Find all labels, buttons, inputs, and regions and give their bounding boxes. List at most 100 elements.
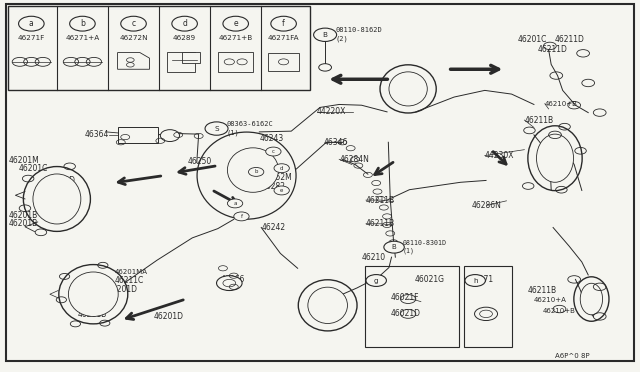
Text: 46284N: 46284N [339,155,369,164]
Text: 46211D: 46211D [537,45,567,54]
Text: 46201D: 46201D [108,285,138,294]
Text: 44220X: 44220X [317,108,346,116]
Circle shape [465,275,485,286]
Ellipse shape [197,132,296,219]
Text: 46252M: 46252M [261,173,292,182]
Ellipse shape [161,130,179,141]
Text: b: b [254,169,258,174]
Text: 46211C: 46211C [115,276,143,285]
Text: 46201D: 46201D [154,312,184,321]
Text: A6P^0 8P: A6P^0 8P [555,353,589,359]
Text: a: a [29,19,34,28]
Text: 46210+B: 46210+B [542,308,575,314]
Text: 46271+B: 46271+B [219,35,253,41]
Text: 46242: 46242 [261,223,285,232]
Ellipse shape [308,287,348,324]
Text: 46210+B: 46210+B [545,101,578,107]
Text: 46211B: 46211B [366,219,395,228]
Text: 46201B: 46201B [8,219,38,228]
Circle shape [366,275,387,286]
Text: e: e [280,188,284,193]
Circle shape [172,16,197,31]
Text: d: d [182,19,187,28]
Text: 46201D: 46201D [45,176,76,185]
Text: (1): (1) [403,248,415,254]
Text: 46364: 46364 [85,130,109,140]
FancyBboxPatch shape [8,6,310,90]
Text: f: f [282,19,285,28]
FancyBboxPatch shape [464,266,511,347]
Text: 46366: 46366 [221,275,245,284]
FancyBboxPatch shape [168,52,195,72]
Circle shape [19,16,44,31]
Text: 46243: 46243 [259,134,284,143]
Ellipse shape [536,134,573,182]
Text: 46250: 46250 [187,157,211,166]
Text: g: g [374,278,378,283]
Text: 46271+A: 46271+A [65,35,100,41]
Text: 46021D: 46021D [390,310,420,318]
Text: h: h [473,278,477,283]
Ellipse shape [33,174,81,224]
Text: 46271: 46271 [470,275,494,284]
Text: 46211B: 46211B [527,286,557,295]
Text: a: a [234,201,237,206]
Text: 46201MA: 46201MA [115,269,147,275]
Circle shape [223,16,248,31]
Circle shape [248,167,264,176]
Text: 08110-8301D: 08110-8301D [403,240,447,246]
Text: 44230X: 44230X [484,151,515,160]
Text: 46211D: 46211D [555,35,585,44]
Text: e: e [234,19,238,28]
Text: f: f [241,214,243,219]
Circle shape [384,241,404,253]
Text: 46021G: 46021G [415,275,445,284]
FancyBboxPatch shape [218,52,253,72]
Text: 46201C: 46201C [518,35,547,44]
FancyBboxPatch shape [118,128,159,143]
Circle shape [121,16,147,31]
FancyBboxPatch shape [6,4,634,361]
Text: 46201D: 46201D [45,184,76,193]
Text: 46210: 46210 [362,253,386,262]
FancyBboxPatch shape [365,266,460,347]
FancyBboxPatch shape [268,53,299,71]
Ellipse shape [24,167,90,231]
Circle shape [266,147,281,156]
Text: 46211B: 46211B [366,196,395,205]
Text: B: B [392,244,396,250]
Ellipse shape [580,283,603,315]
Text: 08363-6162C: 08363-6162C [227,121,273,127]
FancyBboxPatch shape [182,52,200,62]
Ellipse shape [389,72,428,106]
Text: 46201B: 46201B [8,211,38,220]
Circle shape [274,164,289,173]
Text: 46289: 46289 [173,35,196,41]
Text: 46210+A: 46210+A [534,297,567,303]
Ellipse shape [59,264,128,324]
Ellipse shape [528,126,582,190]
Text: 46201M: 46201M [8,155,39,164]
Circle shape [234,212,249,221]
Circle shape [314,28,337,41]
Circle shape [227,199,243,208]
Text: 46201B: 46201B [77,311,107,320]
Text: 46282: 46282 [261,182,285,191]
Circle shape [205,122,228,135]
Ellipse shape [227,148,278,192]
Text: (1): (1) [227,129,239,135]
Text: 46211B: 46211B [524,116,554,125]
Text: 46201B: 46201B [77,302,107,311]
Text: B: B [323,32,328,38]
Text: 08110-8162D: 08110-8162D [335,28,382,33]
Text: 46021F: 46021F [390,294,419,302]
Text: 46201C: 46201C [19,164,48,173]
Text: (2): (2) [335,35,348,42]
Text: c: c [272,149,275,154]
Text: b: b [80,19,85,28]
Text: S: S [214,126,219,132]
Text: 46346: 46346 [323,138,348,147]
Text: 46286N: 46286N [472,201,502,210]
Circle shape [274,186,289,195]
Ellipse shape [298,280,357,331]
